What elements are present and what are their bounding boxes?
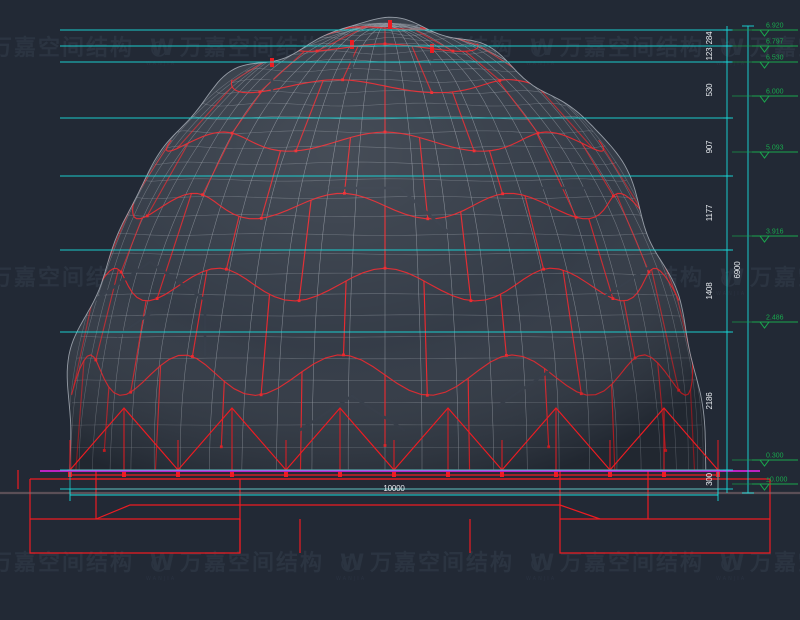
dimension-value: 300: [705, 472, 714, 485]
foundation-outline: [0, 470, 800, 554]
elevation-markers: 6.920 6.797 6.530 6.000 5.093 3.916 2.486 0.300…: [732, 23, 798, 491]
dimension-lines: [60, 25, 754, 501]
elevation-marker: 2.486: [732, 315, 798, 329]
elevation-marker: 6.000: [732, 89, 798, 103]
dimension-value: 123: [705, 47, 714, 60]
svg-text:万嘉空间结构: 万嘉空间结构: [0, 550, 134, 576]
svg-text:W: W: [720, 266, 746, 291]
svg-text:万嘉空间结构: 万嘉空间结构: [559, 550, 704, 576]
elevation-marker: 6.920: [732, 23, 798, 37]
elevation-value: 6.797: [766, 39, 784, 46]
svg-text:万嘉空间结构: 万嘉空间结构: [369, 550, 514, 576]
elevation-marker: 6.530: [732, 55, 798, 69]
elevation-value: 6.920: [766, 23, 784, 30]
svg-text:W: W: [720, 551, 746, 576]
svg-text:W: W: [340, 551, 366, 576]
dimension-value: 2186: [705, 392, 714, 410]
svg-text:WANJIA: WANJIA: [146, 576, 176, 582]
svg-text:W: W: [150, 36, 176, 61]
dimension-labels: 284 123 530 907 1177 1408 2186 300 6900 10000: [383, 31, 742, 493]
elevation-marker: 5.093: [732, 145, 798, 159]
svg-text:万嘉空间结构: 万嘉空间结构: [559, 35, 704, 61]
svg-text:W: W: [530, 36, 556, 61]
dome-apex-markers: [270, 20, 434, 67]
svg-text:万嘉空间结构: 万嘉空间结构: [179, 550, 324, 576]
elevation-marker: 6.797: [732, 39, 798, 53]
elevation-value: 6.530: [766, 55, 784, 62]
svg-text:W: W: [530, 551, 556, 576]
dimension-value: 530: [705, 83, 714, 96]
svg-text:万嘉空间结构: 万嘉空间结构: [0, 35, 134, 61]
svg-text:万嘉空间结构: 万嘉空间结构: [749, 35, 800, 61]
elevation-value: 0.300: [766, 453, 784, 460]
elevation-value: ±0.000: [766, 477, 787, 484]
svg-text:WANJIA: WANJIA: [716, 291, 746, 297]
svg-text:W: W: [150, 551, 176, 576]
svg-text:WANJIA: WANJIA: [526, 61, 556, 67]
elevation-value: 6.000: [766, 89, 784, 96]
svg-text:W: W: [720, 36, 746, 61]
svg-text:WANJIA: WANJIA: [716, 61, 746, 67]
elevation-value: 3.916: [766, 229, 784, 236]
elevation-value: 2.486: [766, 315, 784, 322]
span-label: 10000: [383, 484, 405, 493]
svg-text:WANJIA: WANJIA: [336, 576, 366, 582]
svg-text:WANJIA: WANJIA: [716, 576, 746, 582]
svg-text:WANJIA: WANJIA: [146, 61, 176, 67]
elevation-marker: 3.916: [732, 229, 798, 243]
elevation-marker: 0.300: [732, 453, 798, 467]
svg-text:万嘉空间结构: 万嘉空间结构: [749, 550, 800, 576]
elevation-value: 5.093: [766, 145, 784, 152]
dimension-value: 907: [705, 140, 714, 153]
svg-text:WANJIA: WANJIA: [526, 576, 556, 582]
svg-text:万嘉空间结构: 万嘉空间结构: [749, 265, 800, 291]
dimension-value: 1177: [705, 204, 714, 221]
elevation-marker: ±0.000: [732, 477, 798, 491]
dimension-value: 1408: [705, 282, 714, 300]
overall-height-label: 6900: [733, 261, 742, 279]
dimension-value: 284: [705, 31, 714, 44]
